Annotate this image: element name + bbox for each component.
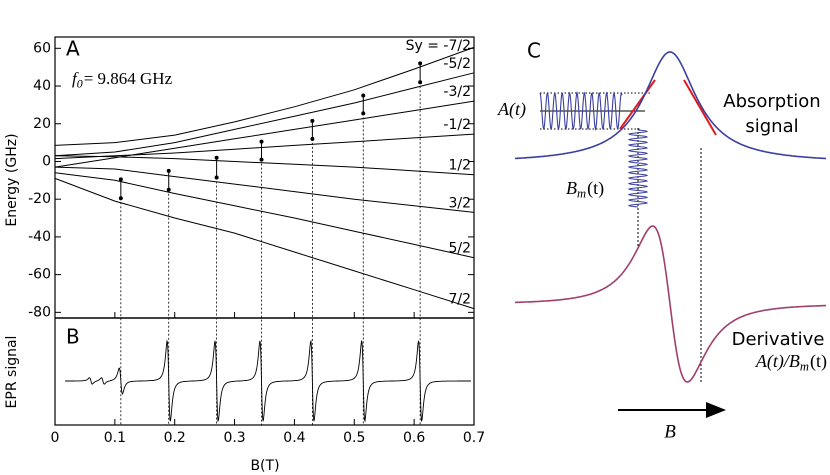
level-label: -3/2 <box>443 84 471 100</box>
transition-dot <box>166 168 171 173</box>
absorption-label: signal <box>745 116 798 137</box>
transition-dot <box>418 61 423 66</box>
panel-label: A <box>66 37 80 61</box>
y-tick-label: 20 <box>33 116 51 132</box>
math-subscript: m <box>800 359 809 373</box>
energy-level <box>54 155 475 176</box>
y-tick-label: 60 <box>33 40 51 56</box>
derivative-curve <box>515 225 826 383</box>
x-tick-label: 0.2 <box>164 430 186 446</box>
x-tick-label: 0.3 <box>223 430 245 446</box>
energy-level <box>54 46 475 146</box>
math-symbol: A(t)/B <box>755 351 800 372</box>
transition-dot <box>310 136 315 141</box>
panel-label: B <box>66 325 80 349</box>
tangent-line <box>683 79 717 136</box>
x-tick-label: 0.5 <box>343 430 365 446</box>
derivative-label: Derivative <box>732 329 825 350</box>
plot-frame <box>54 36 475 426</box>
y-tick-label: 0 <box>42 153 51 169</box>
level-label: -1/2 <box>443 117 471 133</box>
transition-dot <box>259 157 264 162</box>
transition-dot <box>418 80 423 85</box>
transition-dot <box>361 93 366 98</box>
x-tick-label: 0 <box>51 430 60 446</box>
energy-level <box>54 133 475 160</box>
y-tick-label: -40 <box>28 229 51 245</box>
epr-trace <box>65 339 471 423</box>
math-text: (t) <box>810 351 827 372</box>
y-tick-label: 40 <box>33 78 51 94</box>
tangent-line <box>619 79 656 130</box>
x-tick-label: 0.1 <box>104 430 126 446</box>
y-tick-label: -60 <box>28 267 51 283</box>
level-label: 7/2 <box>448 292 471 308</box>
energy-level <box>54 172 475 259</box>
x-tick-label: 0.7 <box>463 430 485 446</box>
y-tick-label: -80 <box>28 304 51 320</box>
math-subscript: m <box>577 186 586 200</box>
field-axis-label: B <box>664 421 676 442</box>
transition-dot <box>166 187 171 192</box>
transition-dot <box>214 155 219 160</box>
level-label: Sy = -7/2 <box>406 38 471 54</box>
math-text: = 9.864 GHz <box>84 69 173 88</box>
ratio-label: A(t)/Bm(t) <box>755 351 827 373</box>
energy-level <box>54 166 475 213</box>
y-tick-label: -20 <box>28 191 51 207</box>
transition-dot <box>361 111 366 116</box>
transition-dot <box>259 139 264 144</box>
energy-level <box>54 72 475 157</box>
x-axis-label: B(T) <box>250 458 279 474</box>
math-text: (t) <box>587 178 604 199</box>
frequency-annotation: f0= 9.864 GHz <box>72 69 173 90</box>
transition-dot <box>310 118 315 123</box>
drive-label: A(t) <box>497 99 526 120</box>
math-subscript: 0 <box>77 76 83 90</box>
transition-dot <box>118 177 123 182</box>
level-label: 5/2 <box>448 241 471 257</box>
panel-label: C <box>527 39 541 63</box>
x-tick-label: 0.4 <box>283 430 305 446</box>
level-label: -5/2 <box>443 56 471 72</box>
transition-dot <box>214 175 219 180</box>
math-symbol: f <box>72 69 79 88</box>
modulation-oscillation <box>627 129 649 208</box>
level-label: 1/2 <box>448 158 471 174</box>
modulation-label: Bm(t) <box>566 178 604 200</box>
absorption-curve <box>514 51 826 160</box>
energy-level <box>54 177 475 310</box>
drive-oscillation <box>539 91 623 131</box>
absorption-label: Absorption <box>723 91 820 112</box>
y-axis-label: Energy (GHz) <box>4 133 20 226</box>
transition-dot <box>118 196 123 201</box>
math-symbol: B <box>566 178 577 198</box>
level-label: 3/2 <box>448 195 471 211</box>
energy-level <box>54 100 475 168</box>
panel-c <box>514 51 826 418</box>
y-axis-label: EPR signal <box>4 336 20 409</box>
x-tick-label: 0.6 <box>403 430 425 446</box>
